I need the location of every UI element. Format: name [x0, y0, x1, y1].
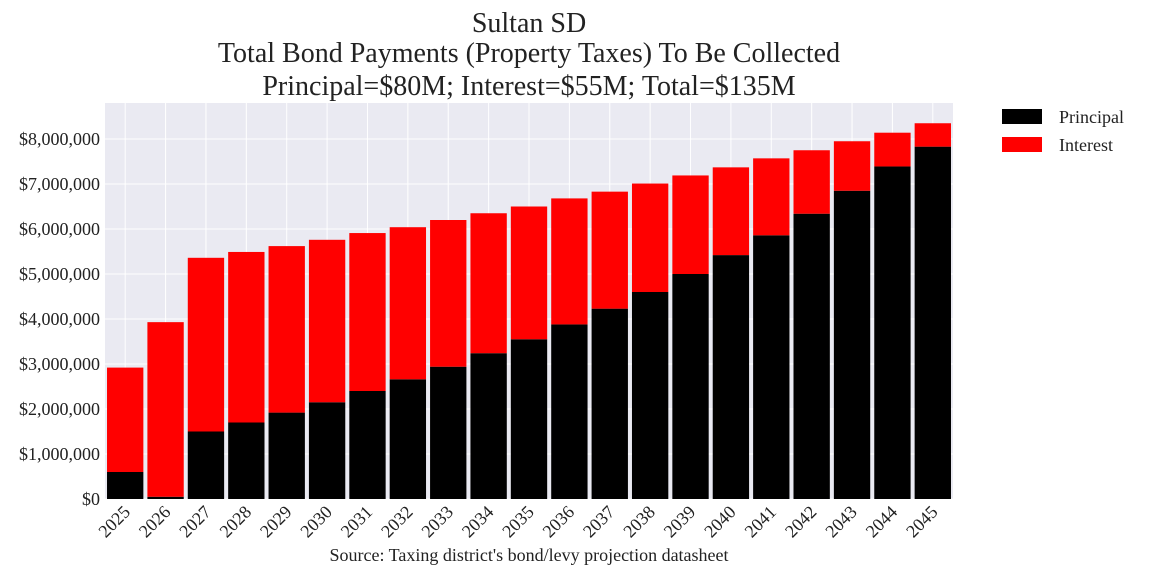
x-tick-label: 2028: [216, 502, 256, 542]
bar-interest-2034: [470, 213, 507, 354]
bar-principal-2045: [914, 146, 951, 499]
bar-interest-2043: [833, 141, 871, 191]
bar-principal-2033: [430, 366, 467, 499]
bar-principal-2037: [591, 308, 628, 499]
bar-principal-2040: [712, 255, 750, 499]
bar-interest-2044: [874, 132, 911, 167]
y-tick-label: $1,000,000: [19, 444, 100, 464]
y-tick-label: $3,000,000: [19, 354, 100, 374]
bar-principal-2028: [228, 422, 265, 499]
bar-principal-2035: [510, 339, 548, 499]
bar-interest-2033: [430, 220, 467, 367]
bar-interest-2026: [147, 322, 184, 497]
bar-interest-2027: [187, 257, 225, 432]
y-tick-label: $8,000,000: [19, 129, 100, 149]
y-tick-label: $5,000,000: [19, 264, 100, 284]
x-tick-label: 2041: [741, 502, 781, 542]
x-tick-label: 2035: [498, 502, 538, 542]
x-tick-label: 2027: [175, 502, 215, 542]
x-axis-label: Source: Taxing district's bond/levy proj…: [329, 545, 728, 565]
bar-interest-2045: [914, 123, 951, 147]
bar-principal-2038: [631, 292, 669, 499]
y-tick-label: $4,000,000: [19, 309, 100, 329]
bar-principal-2029: [268, 412, 305, 499]
y-tick-label: $7,000,000: [19, 174, 100, 194]
x-tick-label: 2036: [539, 502, 579, 542]
bar-interest-2040: [712, 167, 750, 256]
y-tick-label: $2,000,000: [19, 399, 100, 419]
x-tick-label: 2043: [821, 502, 861, 542]
y-tick-label: $6,000,000: [19, 219, 100, 239]
bar-interest-2029: [268, 246, 305, 413]
bar-principal-2032: [389, 379, 427, 499]
bar-interest-2031: [349, 233, 386, 391]
bar-principal-2042: [793, 213, 830, 499]
legend-label-principal: Principal: [1059, 107, 1124, 127]
legend-label-interest: Interest: [1059, 135, 1113, 155]
x-tick-label: 2038: [619, 502, 659, 542]
x-tick-label: 2032: [377, 502, 417, 542]
bar-principal-2043: [833, 190, 871, 499]
bar-principal-2026: [147, 496, 184, 499]
x-tick-label: 2031: [337, 502, 377, 542]
bar-principal-2044: [874, 166, 911, 499]
bar-principal-2027: [187, 431, 225, 499]
chart-title-line: Principal=$80M; Interest=$55M; Total=$13…: [262, 71, 795, 102]
bar-interest-2036: [551, 198, 588, 325]
legend-swatch-interest: [1002, 137, 1042, 152]
x-tick-label: 2034: [458, 502, 498, 542]
bar-principal-2036: [551, 324, 588, 499]
x-tick-label: 2037: [579, 502, 619, 542]
bar-interest-2032: [389, 227, 427, 380]
x-tick-label: 2030: [296, 502, 336, 542]
bar-principal-2034: [470, 353, 507, 499]
legend-swatch-principal: [1002, 109, 1042, 124]
bar-principal-2030: [308, 402, 346, 499]
x-tick-label: 2026: [135, 502, 175, 542]
bar-interest-2035: [510, 206, 548, 340]
x-tick-label: 2029: [256, 502, 296, 542]
bar-interest-2030: [308, 239, 346, 403]
x-tick-label: 2033: [417, 502, 457, 542]
x-tick-label: 2039: [660, 502, 700, 542]
x-tick-label: 2044: [862, 502, 902, 542]
bar-interest-2039: [672, 175, 709, 274]
bar-interest-2038: [631, 183, 669, 292]
bar-interest-2042: [793, 150, 830, 214]
bar-interest-2041: [753, 158, 790, 236]
bar-interest-2037: [591, 191, 628, 309]
bar-principal-2025: [107, 472, 144, 499]
bar-principal-2041: [753, 235, 790, 500]
bar-principal-2039: [672, 274, 709, 499]
x-tick-label: 2040: [700, 502, 740, 542]
chart-title-line: Sultan SD: [472, 8, 586, 39]
x-tick-label: 2045: [902, 502, 942, 542]
y-tick-label: $0: [82, 489, 100, 509]
bar-interest-2025: [107, 367, 144, 472]
bar-principal-2031: [349, 391, 386, 499]
chart-title-line: Total Bond Payments (Property Taxes) To …: [218, 38, 840, 69]
bar-interest-2028: [228, 251, 265, 423]
x-tick-label: 2025: [94, 502, 134, 542]
x-tick-label: 2042: [781, 502, 821, 542]
